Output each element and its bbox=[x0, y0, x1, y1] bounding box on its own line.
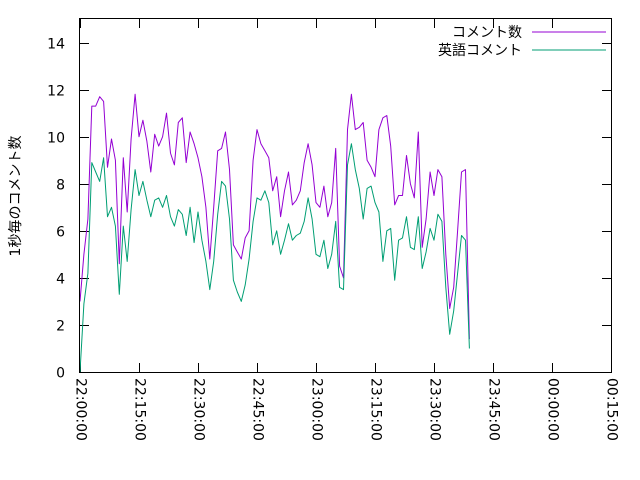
series-line-1 bbox=[79, 143, 470, 373]
legend: コメント数 英語コメント bbox=[438, 25, 606, 59]
x-tick-label: 23:30:00 bbox=[427, 378, 443, 441]
x-tick-label: 22:45:00 bbox=[250, 378, 266, 441]
series-line-0 bbox=[79, 93, 470, 340]
x-tick-label: 22:00:00 bbox=[73, 378, 89, 441]
legend-label-comments: コメント数 bbox=[452, 25, 522, 41]
y-tick-label: 10 bbox=[47, 131, 65, 147]
axis-ticks: 0 2 4 6 8 10 12 14 22:00:00 22:15:00 22:30:00 22:45… bbox=[47, 19, 620, 441]
x-tick-label: 23:15:00 bbox=[368, 378, 384, 441]
y-tick-label: 14 bbox=[47, 37, 65, 53]
y-tick-label: 6 bbox=[56, 225, 65, 241]
x-tick-label: 00:15:00 bbox=[604, 378, 620, 441]
x-tick-label: 22:30:00 bbox=[191, 378, 207, 441]
series-lines bbox=[79, 93, 470, 373]
y-tick-label: 8 bbox=[56, 178, 65, 194]
y-tick-label: 0 bbox=[56, 366, 65, 382]
y-tick-label: 12 bbox=[47, 84, 65, 100]
y-tick-label: 2 bbox=[56, 319, 65, 335]
x-tick-label: 22:15:00 bbox=[132, 378, 148, 441]
x-tick-label: 23:45:00 bbox=[486, 378, 502, 441]
x-tick-label: 23:00:00 bbox=[309, 378, 325, 441]
y-axis-label: 1秒毎のコメント数 bbox=[8, 136, 24, 257]
x-tick-label: 00:00:00 bbox=[545, 378, 561, 441]
plot-frame bbox=[79, 18, 612, 373]
y-tick-label: 4 bbox=[56, 272, 65, 288]
legend-label-english-comments: 英語コメント bbox=[438, 42, 522, 59]
